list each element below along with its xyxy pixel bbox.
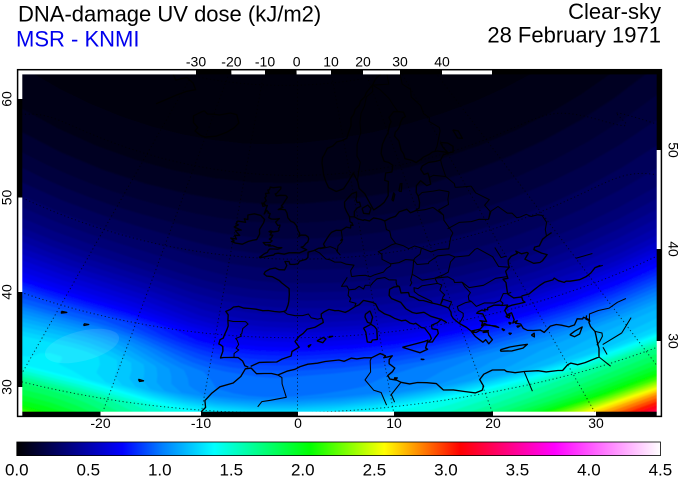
svg-text:0.0: 0.0 [5, 460, 29, 479]
svg-text:30: 30 [666, 333, 678, 349]
svg-text:40: 40 [0, 284, 15, 300]
svg-text:30: 30 [392, 53, 408, 69]
svg-text:40: 40 [434, 53, 450, 69]
svg-text:30: 30 [0, 379, 15, 395]
svg-text:60: 60 [0, 91, 15, 107]
svg-text:3.0: 3.0 [434, 460, 458, 479]
svg-text:DNA-damage UV dose (kJ/m2): DNA-damage UV dose (kJ/m2) [18, 2, 321, 27]
svg-text:4.0: 4.0 [577, 460, 601, 479]
svg-text:1.5: 1.5 [219, 460, 243, 479]
svg-text:28 February 1971: 28 February 1971 [487, 22, 661, 47]
svg-text:4.5: 4.5 [649, 460, 673, 479]
svg-text:2.0: 2.0 [291, 460, 315, 479]
svg-text:50: 50 [666, 142, 678, 158]
svg-text:0: 0 [294, 415, 302, 431]
svg-text:-10: -10 [255, 53, 275, 69]
svg-text:10: 10 [386, 415, 402, 431]
svg-text:Clear-sky: Clear-sky [568, 0, 661, 24]
svg-text:50: 50 [0, 190, 15, 206]
svg-text:-30: -30 [186, 53, 206, 69]
svg-text:20: 20 [355, 53, 371, 69]
svg-text:30: 30 [588, 415, 604, 431]
svg-text:40: 40 [666, 241, 678, 257]
svg-text:-20: -20 [90, 415, 110, 431]
svg-text:3.5: 3.5 [506, 460, 530, 479]
svg-text:-10: -10 [191, 415, 211, 431]
svg-text:0.5: 0.5 [76, 460, 100, 479]
svg-text:MSR - KNMI: MSR - KNMI [16, 27, 139, 52]
svg-text:20: 20 [485, 415, 501, 431]
svg-text:10: 10 [323, 53, 339, 69]
svg-text:1.0: 1.0 [148, 460, 172, 479]
svg-text:2.5: 2.5 [363, 460, 387, 479]
svg-text:0: 0 [293, 53, 301, 69]
svg-text:-20: -20 [221, 53, 241, 69]
